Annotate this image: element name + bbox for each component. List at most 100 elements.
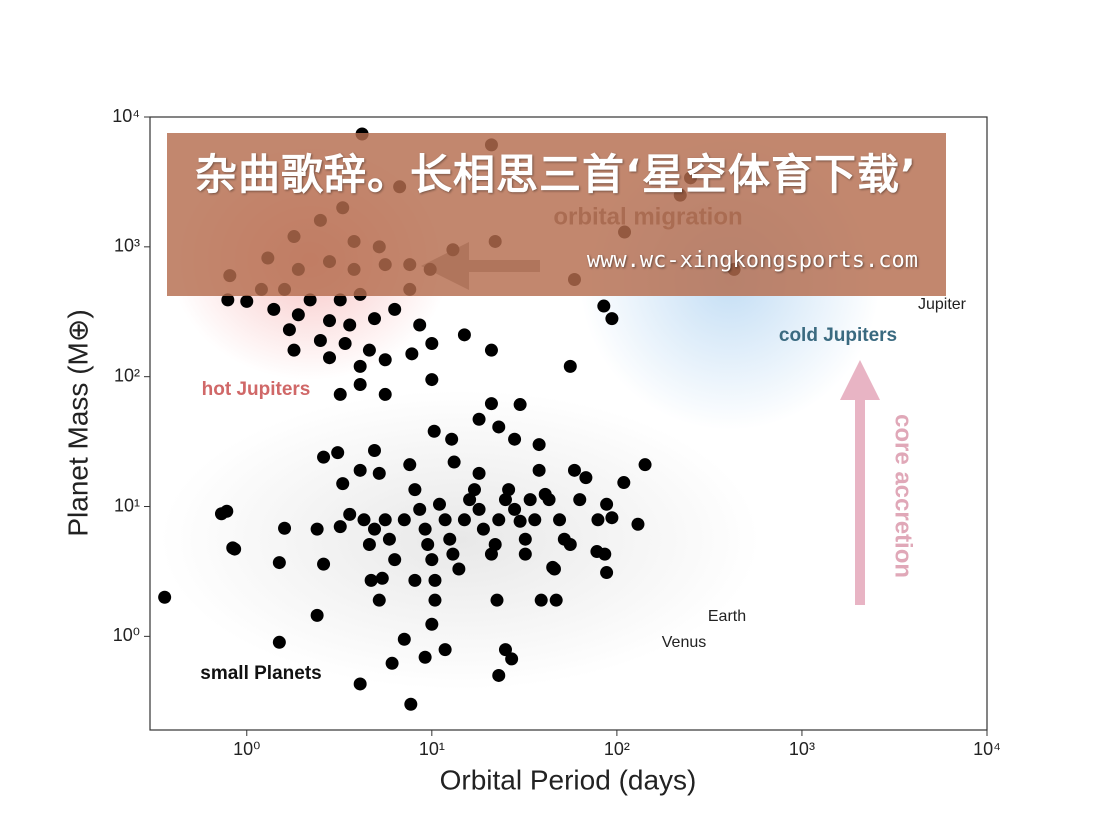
point bbox=[418, 522, 432, 536]
point bbox=[303, 293, 317, 307]
point bbox=[492, 513, 506, 527]
point bbox=[638, 458, 652, 472]
point bbox=[343, 507, 357, 521]
point bbox=[513, 398, 527, 412]
point bbox=[333, 293, 347, 307]
x-tick-label: 10⁰ bbox=[233, 739, 260, 759]
point bbox=[498, 643, 512, 657]
point bbox=[452, 562, 466, 576]
point bbox=[446, 547, 460, 561]
small-glow bbox=[160, 390, 760, 690]
annotation: cold Jupiters bbox=[779, 325, 897, 346]
annotation: small Planets bbox=[200, 663, 321, 684]
point bbox=[343, 318, 357, 332]
point bbox=[364, 573, 378, 587]
point bbox=[413, 502, 427, 516]
point bbox=[591, 513, 605, 527]
point bbox=[362, 537, 376, 551]
point bbox=[378, 353, 392, 367]
point bbox=[438, 513, 452, 527]
banner-title: 杂曲歌辞。长相思三首‘星空体育下载’ bbox=[195, 150, 917, 199]
y-tick-label: 10⁰ bbox=[113, 625, 140, 645]
banner-url: www.wc-xingkongsports.com bbox=[586, 248, 918, 273]
point bbox=[367, 444, 381, 458]
point bbox=[472, 412, 486, 426]
x-tick-label: 10³ bbox=[789, 739, 815, 759]
point bbox=[428, 593, 442, 607]
point bbox=[490, 593, 504, 607]
point bbox=[425, 373, 439, 387]
point bbox=[372, 466, 386, 480]
point bbox=[240, 294, 254, 308]
point bbox=[272, 635, 286, 649]
point bbox=[413, 318, 427, 332]
annotation: hot Jupiters bbox=[202, 379, 311, 400]
point bbox=[353, 463, 367, 477]
point bbox=[445, 432, 459, 446]
point bbox=[272, 556, 286, 570]
point bbox=[353, 359, 367, 373]
point bbox=[228, 542, 242, 556]
point bbox=[372, 593, 386, 607]
point bbox=[542, 493, 556, 507]
x-tick-label: 10¹ bbox=[419, 739, 445, 759]
plot-frame bbox=[149, 116, 988, 731]
annotation: Earth bbox=[708, 608, 746, 625]
y-tick-label: 10² bbox=[114, 365, 140, 385]
point bbox=[567, 463, 581, 477]
point bbox=[457, 513, 471, 527]
point bbox=[563, 359, 577, 373]
point bbox=[404, 697, 418, 711]
annotation: Jupiter bbox=[918, 296, 967, 313]
x-tick-label: 10² bbox=[604, 739, 630, 759]
banner: 杂曲歌辞。长相思三首‘星空体育下载’ www.wc-xingkongsports… bbox=[167, 133, 946, 296]
point bbox=[317, 557, 331, 571]
annotation: Venus bbox=[662, 634, 706, 651]
point bbox=[549, 593, 563, 607]
point bbox=[408, 573, 422, 587]
point bbox=[310, 608, 324, 622]
point bbox=[438, 643, 452, 657]
point bbox=[605, 312, 619, 326]
point bbox=[432, 497, 446, 511]
point bbox=[418, 650, 432, 664]
point bbox=[631, 517, 645, 531]
point bbox=[221, 293, 235, 307]
point bbox=[600, 497, 614, 511]
point bbox=[362, 343, 376, 357]
point bbox=[357, 513, 371, 527]
point bbox=[375, 571, 389, 585]
point bbox=[388, 553, 402, 567]
point bbox=[382, 532, 396, 546]
point bbox=[598, 547, 612, 561]
point bbox=[353, 378, 367, 392]
point bbox=[505, 652, 519, 666]
point bbox=[397, 513, 411, 527]
x-axis-label: Orbital Period (days) bbox=[440, 764, 697, 795]
point bbox=[323, 314, 337, 328]
y-tick-label: 10¹ bbox=[114, 495, 140, 515]
point bbox=[447, 455, 461, 469]
point bbox=[484, 343, 498, 357]
point bbox=[378, 387, 392, 401]
point bbox=[573, 493, 587, 507]
point bbox=[353, 677, 367, 691]
point bbox=[278, 521, 292, 535]
point bbox=[388, 302, 402, 316]
point bbox=[579, 471, 593, 485]
point bbox=[523, 493, 537, 507]
point bbox=[597, 299, 611, 313]
point bbox=[484, 397, 498, 411]
point bbox=[518, 532, 532, 546]
point bbox=[532, 438, 546, 452]
point bbox=[158, 590, 172, 604]
point bbox=[508, 502, 522, 516]
point bbox=[378, 513, 392, 527]
point bbox=[287, 343, 301, 357]
point bbox=[333, 520, 347, 534]
point bbox=[313, 333, 327, 347]
point bbox=[472, 466, 486, 480]
point bbox=[563, 537, 577, 551]
point bbox=[282, 323, 296, 337]
